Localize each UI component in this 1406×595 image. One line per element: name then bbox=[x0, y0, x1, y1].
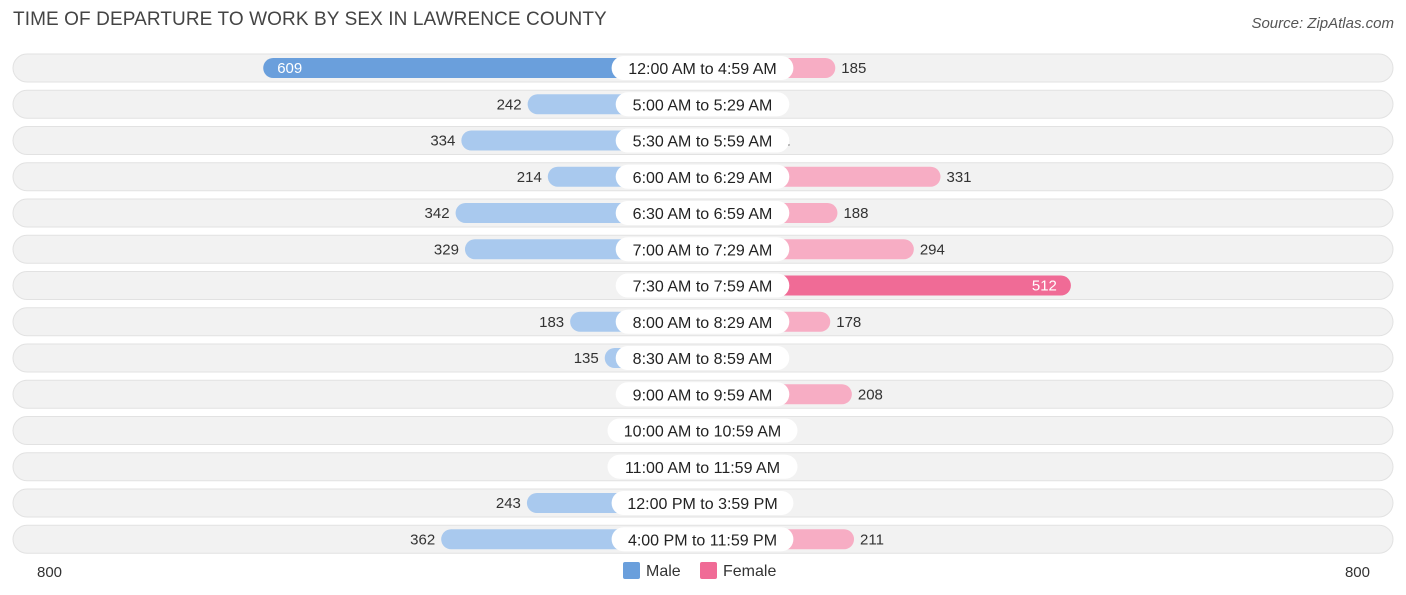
category-label: 11:00 AM to 11:59 AM bbox=[625, 460, 780, 477]
axis-left-label: 800 bbox=[37, 564, 62, 581]
male-value-label: 243 bbox=[496, 495, 521, 512]
category-pill bbox=[615, 309, 790, 334]
legend-male: Male bbox=[623, 562, 681, 580]
category-pill bbox=[607, 454, 798, 479]
table-row: 183 178 8:00 AM to 8:29 AM bbox=[12, 307, 1394, 337]
male-value-label: 242 bbox=[497, 96, 522, 113]
male-value-label: 183 bbox=[539, 314, 564, 331]
female-value-label: 294 bbox=[920, 241, 945, 258]
category-pill bbox=[611, 56, 794, 80]
legend-label: Female bbox=[723, 563, 776, 580]
male-value-label: 329 bbox=[434, 241, 459, 258]
female-value-label: 331 bbox=[946, 169, 971, 186]
category-label: 8:30 AM to 8:59 AM bbox=[633, 351, 773, 368]
category-label: 7:30 AM to 7:59 AM bbox=[633, 279, 773, 296]
category-label: 6:30 AM to 6:59 AM bbox=[633, 206, 773, 223]
legend-female: Female bbox=[700, 562, 776, 580]
male-bar bbox=[263, 58, 702, 78]
female-value-label: 185 bbox=[841, 60, 866, 77]
category-label: 5:00 AM to 5:29 AM bbox=[633, 97, 773, 114]
category-pill bbox=[615, 164, 790, 189]
category-pill bbox=[615, 346, 790, 370]
category-label: 5:30 AM to 5:59 AM bbox=[633, 134, 773, 151]
category-label: 10:00 AM to 10:59 AM bbox=[624, 424, 781, 441]
category-pill bbox=[615, 273, 790, 298]
table-row: 2437712:00 PM to 3:59 PM bbox=[12, 488, 1394, 518]
table-row: 329 294 7:00 AM to 7:29 AM bbox=[12, 234, 1394, 264]
category-label: 7:00 AM to 7:29 AM bbox=[633, 242, 773, 259]
axis-right-label: 800 bbox=[1345, 564, 1370, 581]
chart-rows: 609 185 12:00 AM to 4:59 AM 242695:00 AM to… bbox=[12, 53, 1394, 554]
table-row: 362 211 4:00 PM to 11:59 PM bbox=[12, 524, 1394, 554]
legend-swatch bbox=[700, 562, 717, 579]
table-row: 609 185 12:00 AM to 4:59 AM bbox=[12, 53, 1394, 83]
legend: Male Female bbox=[623, 562, 776, 580]
category-pill bbox=[615, 237, 790, 262]
category-pill bbox=[611, 527, 794, 552]
male-value-label: 609 bbox=[277, 60, 302, 77]
legend-swatch bbox=[623, 562, 640, 579]
female-value-label: 188 bbox=[843, 205, 868, 222]
male-value-label: 334 bbox=[430, 133, 455, 150]
category-pill bbox=[611, 491, 794, 515]
category-pill bbox=[607, 418, 798, 443]
category-label: 8:00 AM to 8:29 AM bbox=[633, 315, 773, 332]
table-row: 135588:30 AM to 8:59 AM bbox=[12, 343, 1394, 373]
category-label: 9:00 AM to 9:59 AM bbox=[633, 387, 773, 404]
category-label: 6:00 AM to 6:29 AM bbox=[633, 170, 773, 187]
male-value-label: 342 bbox=[425, 205, 450, 222]
category-pill bbox=[615, 201, 790, 225]
table-row: 334915:30 AM to 5:59 AM bbox=[12, 126, 1394, 155]
female-value-label: 512 bbox=[1032, 278, 1057, 295]
legend-label: Male bbox=[646, 563, 681, 580]
category-pill bbox=[615, 128, 790, 153]
chart-title: TIME OF DEPARTURE TO WORK BY SEX IN LAWR… bbox=[13, 9, 607, 30]
table-row: 745127:30 AM to 7:59 AM bbox=[12, 271, 1394, 300]
table-row: 234111:00 AM to 11:59 AM bbox=[12, 452, 1394, 482]
table-row: 315910:00 AM to 10:59 AM bbox=[12, 416, 1394, 445]
category-label: 12:00 AM to 4:59 AM bbox=[628, 61, 777, 78]
female-value-label: 178 bbox=[836, 314, 861, 331]
table-row: 214 331 6:00 AM to 6:29 AM bbox=[12, 162, 1394, 192]
category-pill bbox=[615, 382, 790, 407]
table-row: 242695:00 AM to 5:29 AM bbox=[12, 89, 1394, 119]
table-row: 302089:00 AM to 9:59 AM bbox=[12, 379, 1394, 409]
male-value-label: 214 bbox=[517, 169, 542, 186]
male-value-label: 362 bbox=[410, 531, 435, 548]
category-label: 4:00 PM to 11:59 PM bbox=[628, 532, 777, 549]
female-value-label: 211 bbox=[860, 531, 884, 548]
male-value-label: 135 bbox=[574, 350, 599, 367]
female-bar bbox=[702, 275, 1071, 296]
source-note: Source: ZipAtlas.com bbox=[1251, 15, 1394, 32]
table-row: 342 188 6:30 AM to 6:59 AM bbox=[12, 198, 1394, 228]
female-value-label: 208 bbox=[858, 386, 883, 403]
category-label: 12:00 PM to 3:59 PM bbox=[627, 496, 777, 513]
category-pill bbox=[615, 92, 790, 117]
